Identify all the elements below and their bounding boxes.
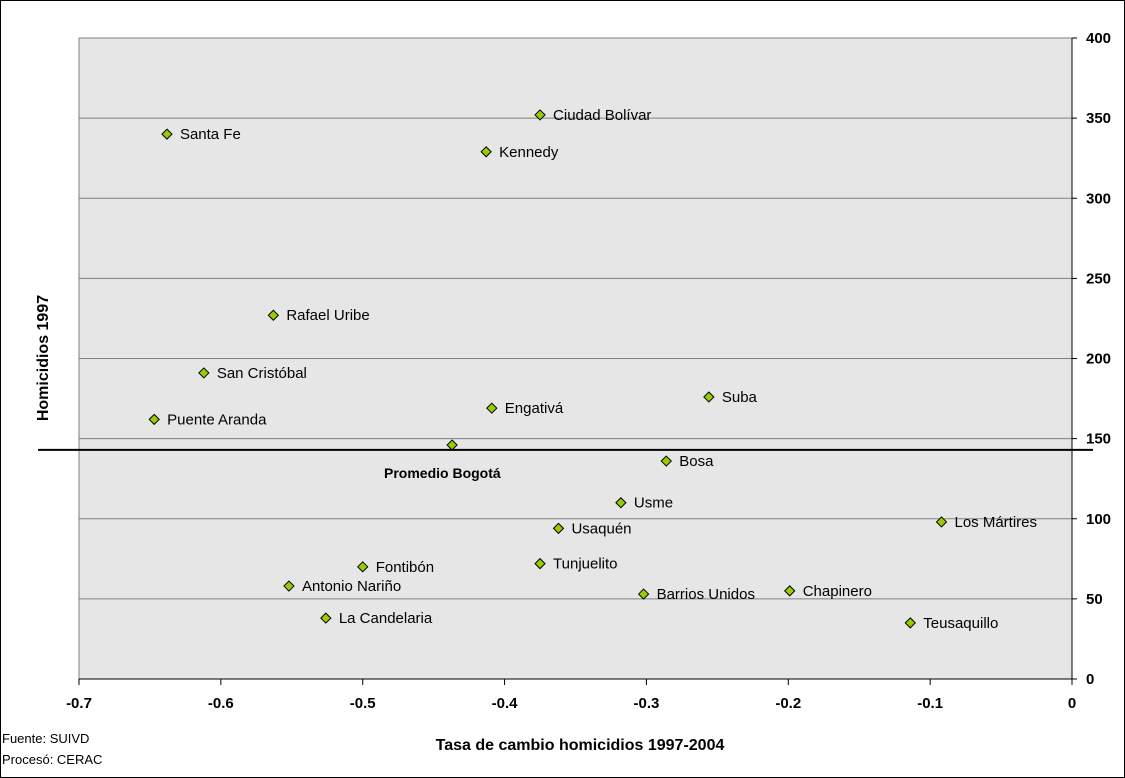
data-point-label: Usme <box>634 495 673 512</box>
x-tick-label: -0.4 <box>492 695 519 712</box>
y-tick-label: 150 <box>1086 431 1111 448</box>
data-point-marker <box>783 585 796 597</box>
data-point-marker <box>703 391 715 403</box>
x-tick-label: -0.2 <box>775 695 801 712</box>
x-axis: -0.7 -0.6 -0.5 -0.4 -0.3 -0.2 -0.1 0 <box>66 678 1076 712</box>
data-point-label: Chapinero <box>803 583 872 600</box>
x-axis-title: Tasa de cambio homicidios 1997-2004 <box>436 737 725 754</box>
data-point-marker <box>904 617 916 629</box>
x-tick-label: -0.3 <box>633 695 659 712</box>
data-point-marker <box>637 588 650 600</box>
y-tick-label: 200 <box>1086 351 1111 368</box>
data-point-label: Fontibón <box>376 559 434 576</box>
gridlines <box>79 117 1072 600</box>
data-point-marker <box>486 402 498 414</box>
data-point-marker <box>615 497 627 509</box>
data-point-marker <box>552 522 565 535</box>
data-point-marker <box>283 580 295 592</box>
data-point-marker <box>534 109 546 121</box>
x-tick-label: -0.5 <box>350 695 376 712</box>
data-point-marker <box>198 367 210 379</box>
processed-note: Procesó: CERAC <box>2 752 102 767</box>
y-tick-label: 50 <box>1086 591 1103 608</box>
data-point-label: Barrios Unidos <box>657 586 755 603</box>
data-point-label: Usaquén <box>571 520 631 537</box>
y-tick-label: 400 <box>1086 30 1111 47</box>
y-tick-label: 350 <box>1086 110 1111 127</box>
source-note: Fuente: SUIVD <box>2 731 89 746</box>
x-tick-label: -0.6 <box>208 695 234 712</box>
data-point-marker <box>320 612 332 624</box>
data-point-marker <box>161 128 173 140</box>
data-point-label: La Candelaria <box>339 610 433 627</box>
data-point-label: Tunjuelito <box>553 556 617 573</box>
y-tick-label: 300 <box>1086 190 1111 207</box>
y-tick-label: 250 <box>1086 270 1111 287</box>
data-point-marker <box>267 309 280 321</box>
data-point-label: Puente Aranda <box>167 411 267 428</box>
y-tick-label: 0 <box>1086 671 1094 688</box>
y-axis-title: Homicidios 1997 <box>35 295 52 421</box>
data-point-label: Bosa <box>679 453 714 470</box>
data-point-label: Los Mártires <box>954 514 1037 531</box>
data-point-label: Rafael Uribe <box>286 307 369 324</box>
data-point-label: Ciudad Bolívar <box>553 107 651 124</box>
data-point-label: Teusaquillo <box>923 615 998 632</box>
data-point-marker <box>660 455 672 467</box>
data-point-marker <box>357 561 369 573</box>
x-tick-label: -0.1 <box>917 695 943 712</box>
x-tick-label: -0.7 <box>66 695 92 712</box>
data-point-marker <box>148 413 160 426</box>
y-axis: 0 50 100 150 200 250 300 350 400 <box>1071 30 1111 688</box>
data-point-label: Santa Fe <box>180 126 241 143</box>
data-point-marker <box>446 439 458 451</box>
data-point-marker <box>534 557 546 570</box>
data-points: Santa Fe Ciudad Bolívar Kennedy Rafael Urib… <box>148 107 1037 632</box>
data-point-label: Kennedy <box>499 144 559 161</box>
y-tick-label: 100 <box>1086 511 1111 528</box>
data-point-label: Suba <box>722 389 758 406</box>
data-point-label: San Cristóbal <box>217 365 307 382</box>
data-point-marker <box>935 516 948 528</box>
data-point-label: Engativá <box>505 400 564 417</box>
data-point-label: Antonio Nariño <box>302 578 401 595</box>
data-point-marker <box>480 146 492 158</box>
average-reference-label: Promedio Bogotá <box>384 465 501 481</box>
x-tick-label: 0 <box>1068 695 1076 712</box>
